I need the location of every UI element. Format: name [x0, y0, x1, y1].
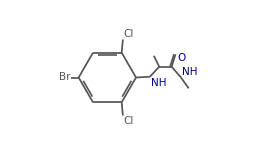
Text: Cl: Cl [123, 116, 134, 126]
Text: Cl: Cl [123, 29, 134, 39]
Text: NH: NH [182, 67, 197, 77]
Text: NH: NH [151, 78, 166, 88]
Text: O: O [177, 53, 185, 64]
Text: Br: Br [59, 73, 70, 82]
